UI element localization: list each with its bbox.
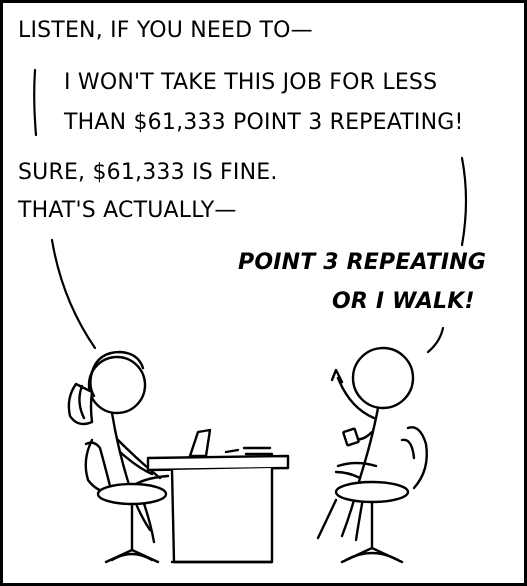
applicant-line-1: I WON'T TAKE THIS JOB FOR LESS [64, 70, 438, 95]
speech-line-interviewer-2 [50, 238, 97, 350]
interviewer-line-1: LISTEN, IF YOU NEED TO— [18, 18, 313, 43]
desk [146, 428, 290, 564]
applicant-line-2: THAN $61,333 POINT 3 REPEATING! [64, 110, 464, 135]
applicant-line-4: OR I WALK! [332, 289, 475, 314]
interviewer-figure [67, 350, 170, 564]
speech-line-interviewer-1 [33, 68, 38, 137]
applicant-line-3: POINT 3 REPEATING [238, 250, 487, 275]
applicant-figure [316, 346, 428, 564]
speech-line-applicant-1 [460, 156, 468, 247]
speech-line-applicant-2 [426, 326, 445, 354]
interviewer-line-2: SURE, $61,333 IS FINE. [18, 160, 278, 185]
interviewer-line-3: THAT'S ACTUALLY— [18, 198, 237, 223]
